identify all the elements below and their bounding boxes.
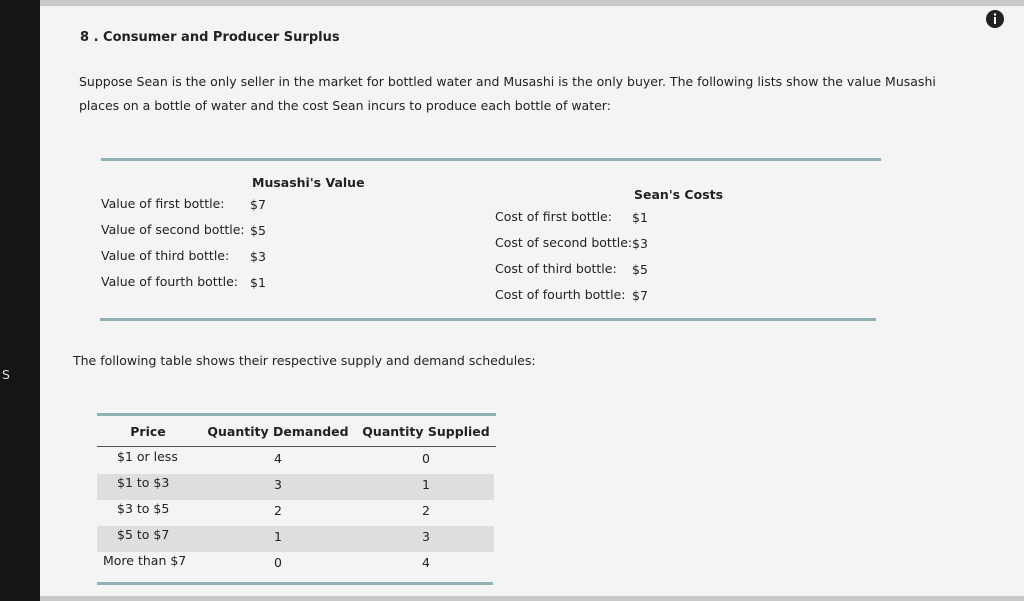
cost-label: Cost of fourth bottle: [495, 287, 626, 302]
quantity-cell: 4 [274, 451, 282, 466]
value-amount: $1 [250, 275, 266, 290]
quantity-cell: 1 [274, 529, 282, 544]
rule [100, 318, 876, 321]
price-cell: $3 to $5 [117, 501, 170, 516]
cost-label: Cost of second bottle: [495, 235, 633, 250]
table-intro: The following table shows their respecti… [73, 353, 536, 368]
price-cell: $5 to $7 [117, 527, 170, 542]
values-heading: Musashi's Value [252, 175, 365, 190]
title: 8 . Consumer and Producer Surplus [80, 30, 340, 45]
row-shade [97, 474, 494, 500]
value-label: Value of fourth bottle: [101, 274, 238, 289]
cost-label: Cost of third bottle: [495, 261, 617, 276]
price-cell: $1 to $3 [117, 475, 170, 490]
quantity-cell: 0 [274, 555, 282, 570]
cost-amount: $1 [632, 210, 648, 225]
quantity-cell: 2 [422, 503, 430, 518]
quantity-cell: 3 [422, 529, 430, 544]
cost-amount: $7 [632, 288, 648, 303]
cost-amount: $5 [632, 262, 648, 277]
quantity-cell: 3 [274, 477, 282, 492]
info-icon[interactable] [985, 9, 1005, 29]
quantity-cell: 4 [422, 555, 430, 570]
sidebar-label: S [2, 367, 10, 382]
intro: Suppose Sean is the only seller in the m… [79, 74, 936, 113]
column-header: Price [130, 424, 166, 439]
sidebar [0, 0, 40, 601]
column-header: Quantity Supplied [362, 424, 490, 439]
quantity-cell: 1 [422, 477, 430, 492]
header-rule [97, 446, 496, 447]
value-amount: $3 [250, 249, 266, 264]
value-label: Value of second bottle: [101, 222, 245, 237]
cost-amount: $3 [632, 236, 648, 251]
price-cell: $1 or less [117, 449, 178, 464]
price-cell: More than $7 [103, 553, 187, 568]
value-amount: $5 [250, 223, 266, 238]
rule [101, 158, 881, 161]
value-label: Value of third bottle: [101, 248, 230, 263]
quantity-cell: 0 [422, 451, 430, 466]
row-shade [97, 526, 494, 552]
column-header: Quantity Demanded [207, 424, 349, 439]
costs-heading: Sean's Costs [634, 187, 724, 202]
quantity-cell: 2 [274, 503, 282, 518]
rule [97, 413, 496, 416]
value-amount: $7 [250, 197, 266, 212]
rule [97, 582, 493, 585]
value-label: Value of first bottle: [101, 196, 225, 211]
cost-label: Cost of first bottle: [495, 209, 612, 224]
